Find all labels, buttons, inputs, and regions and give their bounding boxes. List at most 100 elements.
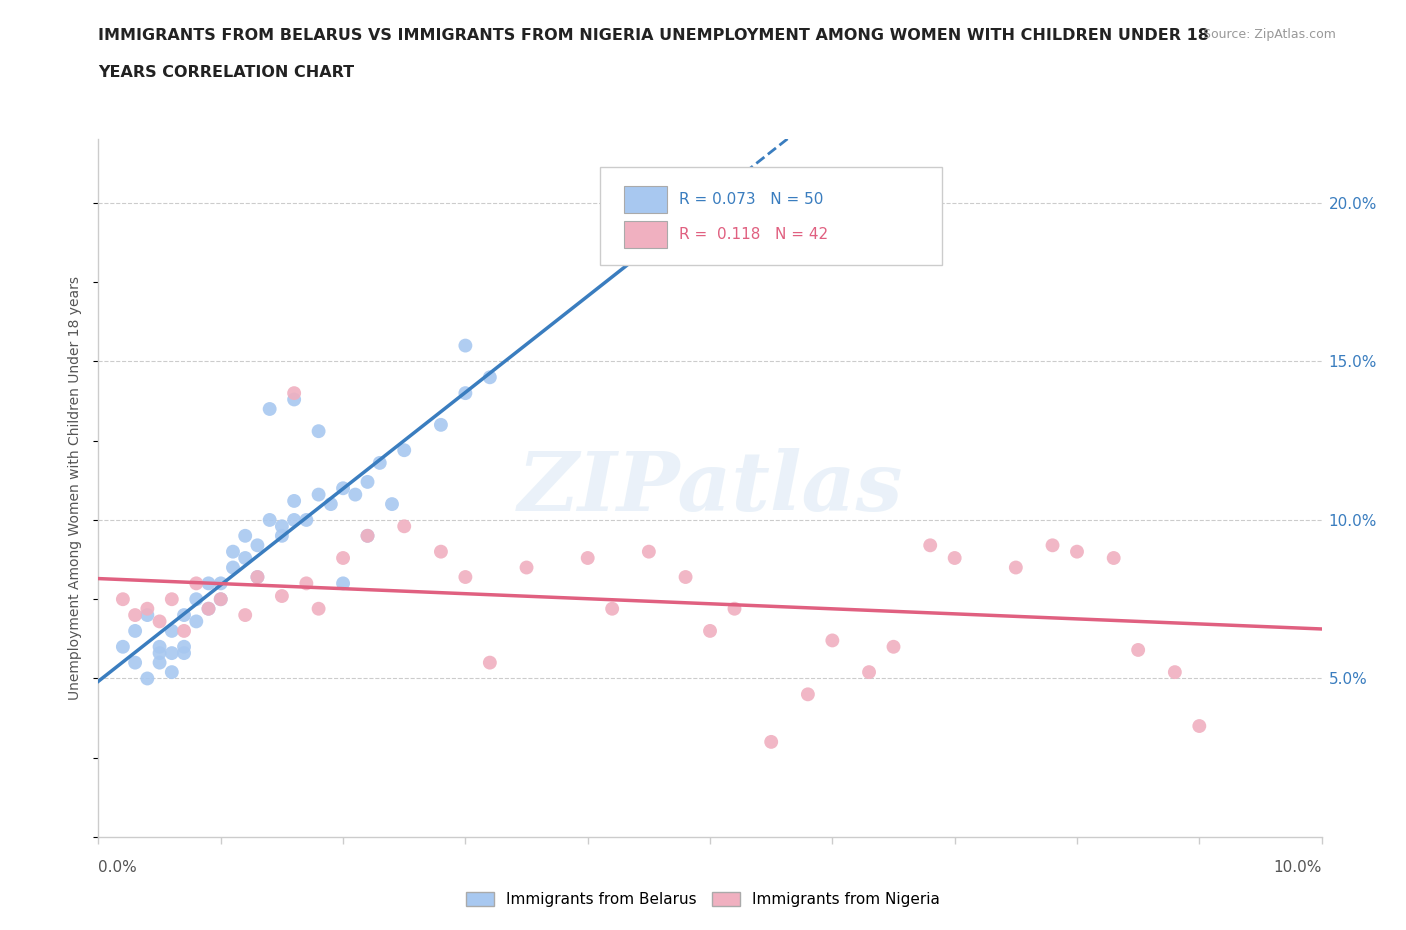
Point bbox=[186, 614, 208, 629]
Point bbox=[308, 487, 330, 502]
Point bbox=[344, 487, 367, 502]
Point bbox=[381, 497, 404, 512]
Point bbox=[430, 544, 453, 559]
Text: 0.0%: 0.0% bbox=[98, 860, 138, 875]
Point bbox=[233, 551, 256, 565]
Point bbox=[246, 569, 269, 584]
Point bbox=[283, 512, 305, 527]
Point bbox=[295, 512, 318, 527]
Point bbox=[356, 528, 378, 543]
Point bbox=[270, 519, 292, 534]
Point bbox=[197, 602, 219, 617]
Point bbox=[454, 386, 477, 401]
Text: Source: ZipAtlas.com: Source: ZipAtlas.com bbox=[1202, 28, 1336, 41]
Point bbox=[454, 339, 477, 353]
FancyBboxPatch shape bbox=[600, 167, 942, 265]
Point bbox=[308, 424, 330, 439]
Point bbox=[332, 481, 354, 496]
Point bbox=[222, 560, 245, 575]
Point bbox=[699, 211, 721, 226]
Point bbox=[149, 614, 172, 629]
Legend: Immigrants from Belarus, Immigrants from Nigeria: Immigrants from Belarus, Immigrants from… bbox=[460, 885, 946, 913]
Point bbox=[283, 392, 305, 407]
Point bbox=[454, 569, 477, 584]
Point bbox=[392, 519, 416, 534]
Point bbox=[283, 386, 305, 401]
Point bbox=[858, 665, 880, 680]
Point bbox=[246, 569, 269, 584]
Point bbox=[797, 687, 820, 702]
Point bbox=[111, 639, 134, 654]
Point bbox=[160, 623, 183, 638]
Point bbox=[186, 576, 208, 591]
Point bbox=[259, 512, 281, 527]
Point bbox=[149, 655, 172, 670]
Point bbox=[124, 623, 146, 638]
Point bbox=[478, 370, 501, 385]
Y-axis label: Unemployment Among Women with Children Under 18 years: Unemployment Among Women with Children U… bbox=[69, 276, 83, 700]
Point bbox=[160, 645, 183, 660]
Point bbox=[160, 591, 183, 606]
Point bbox=[124, 607, 146, 622]
Point bbox=[943, 551, 966, 565]
Point bbox=[209, 576, 232, 591]
Text: R = 0.073   N = 50: R = 0.073 N = 50 bbox=[679, 192, 824, 207]
Point bbox=[124, 655, 146, 670]
Text: R =  0.118   N = 42: R = 0.118 N = 42 bbox=[679, 227, 828, 242]
Point bbox=[675, 569, 697, 584]
Point bbox=[576, 551, 599, 565]
Point bbox=[699, 623, 721, 638]
Text: IMMIGRANTS FROM BELARUS VS IMMIGRANTS FROM NIGERIA UNEMPLOYMENT AMONG WOMEN WITH: IMMIGRANTS FROM BELARUS VS IMMIGRANTS FR… bbox=[98, 28, 1209, 43]
Point bbox=[723, 602, 745, 617]
Point bbox=[173, 607, 195, 622]
Point bbox=[209, 591, 232, 606]
Point bbox=[821, 633, 844, 648]
Point bbox=[149, 639, 172, 654]
Point bbox=[197, 576, 219, 591]
Point bbox=[259, 402, 281, 417]
Point bbox=[209, 591, 232, 606]
Point bbox=[186, 591, 208, 606]
Point bbox=[368, 456, 391, 471]
Point bbox=[637, 544, 661, 559]
Point bbox=[1004, 560, 1026, 575]
Point bbox=[270, 528, 292, 543]
Point bbox=[295, 576, 318, 591]
Point bbox=[332, 551, 354, 565]
FancyBboxPatch shape bbox=[624, 186, 668, 213]
Point bbox=[308, 602, 330, 617]
Point bbox=[233, 528, 256, 543]
FancyBboxPatch shape bbox=[624, 221, 668, 247]
Point bbox=[173, 639, 195, 654]
Point bbox=[356, 474, 378, 489]
Point bbox=[1066, 544, 1088, 559]
Point bbox=[759, 735, 782, 750]
Point bbox=[149, 645, 172, 660]
Point bbox=[270, 589, 292, 604]
Point bbox=[246, 538, 269, 552]
Point bbox=[516, 560, 538, 575]
Point bbox=[173, 623, 195, 638]
Text: 10.0%: 10.0% bbox=[1274, 860, 1322, 875]
Point bbox=[173, 645, 195, 660]
Point bbox=[319, 497, 342, 512]
Point bbox=[1042, 538, 1064, 552]
Text: YEARS CORRELATION CHART: YEARS CORRELATION CHART bbox=[98, 65, 354, 80]
Point bbox=[136, 602, 159, 617]
Text: ZIPatlas: ZIPatlas bbox=[517, 448, 903, 528]
Point bbox=[392, 443, 416, 458]
Point bbox=[1164, 665, 1187, 680]
Point bbox=[478, 655, 501, 670]
Point bbox=[136, 671, 159, 686]
Point bbox=[160, 665, 183, 680]
Point bbox=[920, 538, 942, 552]
Point bbox=[1102, 551, 1125, 565]
Point bbox=[600, 602, 623, 617]
Point bbox=[222, 544, 245, 559]
Point bbox=[1128, 643, 1150, 658]
Point bbox=[197, 602, 219, 617]
Point bbox=[332, 576, 354, 591]
Point bbox=[233, 607, 256, 622]
Point bbox=[111, 591, 134, 606]
Point bbox=[883, 639, 905, 654]
